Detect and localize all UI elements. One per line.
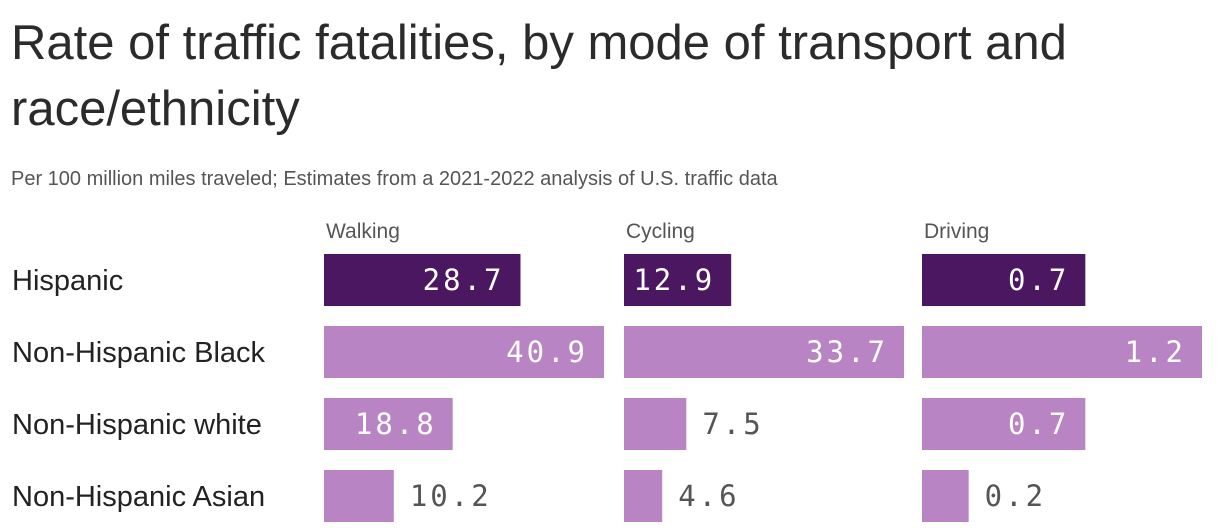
value-label-driving-hispanic: 0.7 — [1008, 263, 1069, 297]
value-label-walking-hispanic: 28.7 — [423, 263, 505, 297]
row-label-non-hispanic-black: Non-Hispanic Black — [12, 337, 266, 369]
row-label-non-hispanic-asian: Non-Hispanic Asian — [12, 481, 265, 513]
value-label-driving-non-hispanic-white: 0.7 — [1008, 407, 1069, 441]
panel-label-walking: Walking — [326, 220, 400, 243]
bar-walking-non-hispanic-white — [324, 398, 453, 450]
chart-subtitle: Per 100 million miles traveled; Estimate… — [11, 168, 778, 190]
value-label-cycling-non-hispanic-white: 7.5 — [702, 407, 763, 441]
value-label-walking-non-hispanic-white: 18.8 — [355, 407, 437, 441]
bar-driving-non-hispanic-asian — [922, 470, 969, 522]
value-label-walking-non-hispanic-asian: 10.2 — [410, 479, 492, 513]
bar-walking-non-hispanic-asian — [324, 470, 394, 522]
row-label-hispanic: Hispanic — [12, 265, 123, 297]
value-label-cycling-non-hispanic-asian: 4.6 — [678, 479, 739, 513]
bar-driving-hispanic — [922, 254, 1086, 306]
bar-driving-non-hispanic-white — [922, 398, 1086, 450]
bar-cycling-non-hispanic-asian — [624, 470, 663, 522]
bar-walking-hispanic — [324, 254, 521, 306]
value-label-cycling-hispanic: 12.9 — [633, 263, 715, 297]
bar-cycling-non-hispanic-white — [624, 398, 687, 450]
panel-label-cycling: Cycling — [626, 220, 695, 243]
value-label-driving-non-hispanic-asian: 0.2 — [985, 479, 1046, 513]
bar-cycling-non-hispanic-black — [624, 326, 904, 378]
value-label-cycling-non-hispanic-black: 33.7 — [806, 335, 888, 369]
panel-label-driving: Driving — [924, 220, 989, 243]
row-label-non-hispanic-white: Non-Hispanic white — [12, 409, 262, 441]
bar-walking-non-hispanic-black — [324, 326, 604, 378]
value-label-walking-non-hispanic-black: 40.9 — [506, 335, 588, 369]
chart-title: Rate of traffic fatalities, by mode of t… — [11, 16, 1067, 136]
bar-driving-non-hispanic-black — [922, 326, 1202, 378]
bar-cycling-hispanic — [624, 254, 732, 306]
value-label-driving-non-hispanic-black: 1.2 — [1125, 335, 1186, 369]
